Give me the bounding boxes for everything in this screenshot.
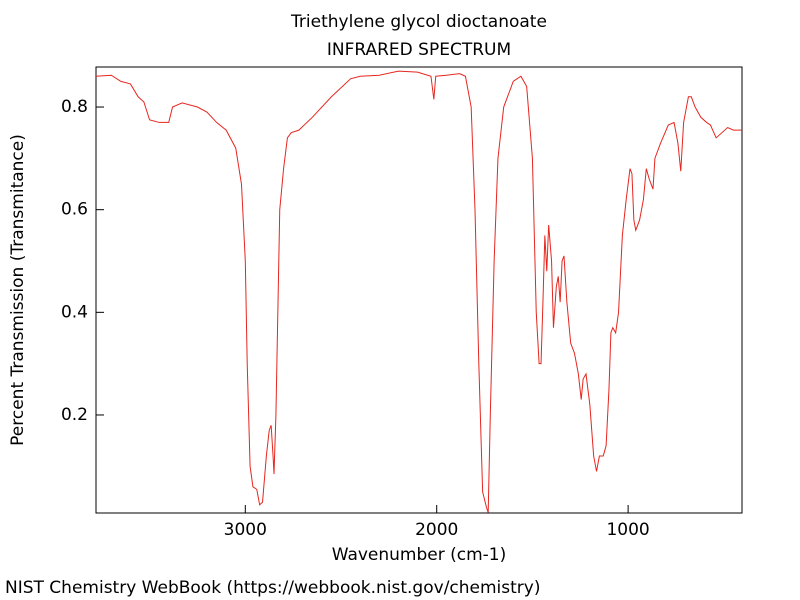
x-tick-label: 1000 (606, 520, 649, 540)
y-axis-label: Percent Transmission (Transmitance) (8, 134, 28, 446)
x-tick-label: 3000 (224, 520, 267, 540)
y-tick-label: 0.6 (61, 200, 88, 220)
spectrum-line (95, 70, 742, 513)
x-tick-label: 2000 (415, 520, 458, 540)
y-tick-label: 0.2 (61, 405, 88, 425)
y-tick-label: 0.4 (61, 302, 88, 322)
chart-title: Triethylene glycol dioctanoate (290, 12, 547, 32)
x-axis-label: Wavenumber (cm-1) (332, 545, 507, 565)
footer: NIST Chemistry WebBook (https://webbook.… (5, 578, 540, 598)
chart-subtitle: INFRARED SPECTRUM (327, 40, 511, 60)
y-tick-label: 0.8 (61, 97, 88, 117)
plot-frame (95, 66, 743, 514)
